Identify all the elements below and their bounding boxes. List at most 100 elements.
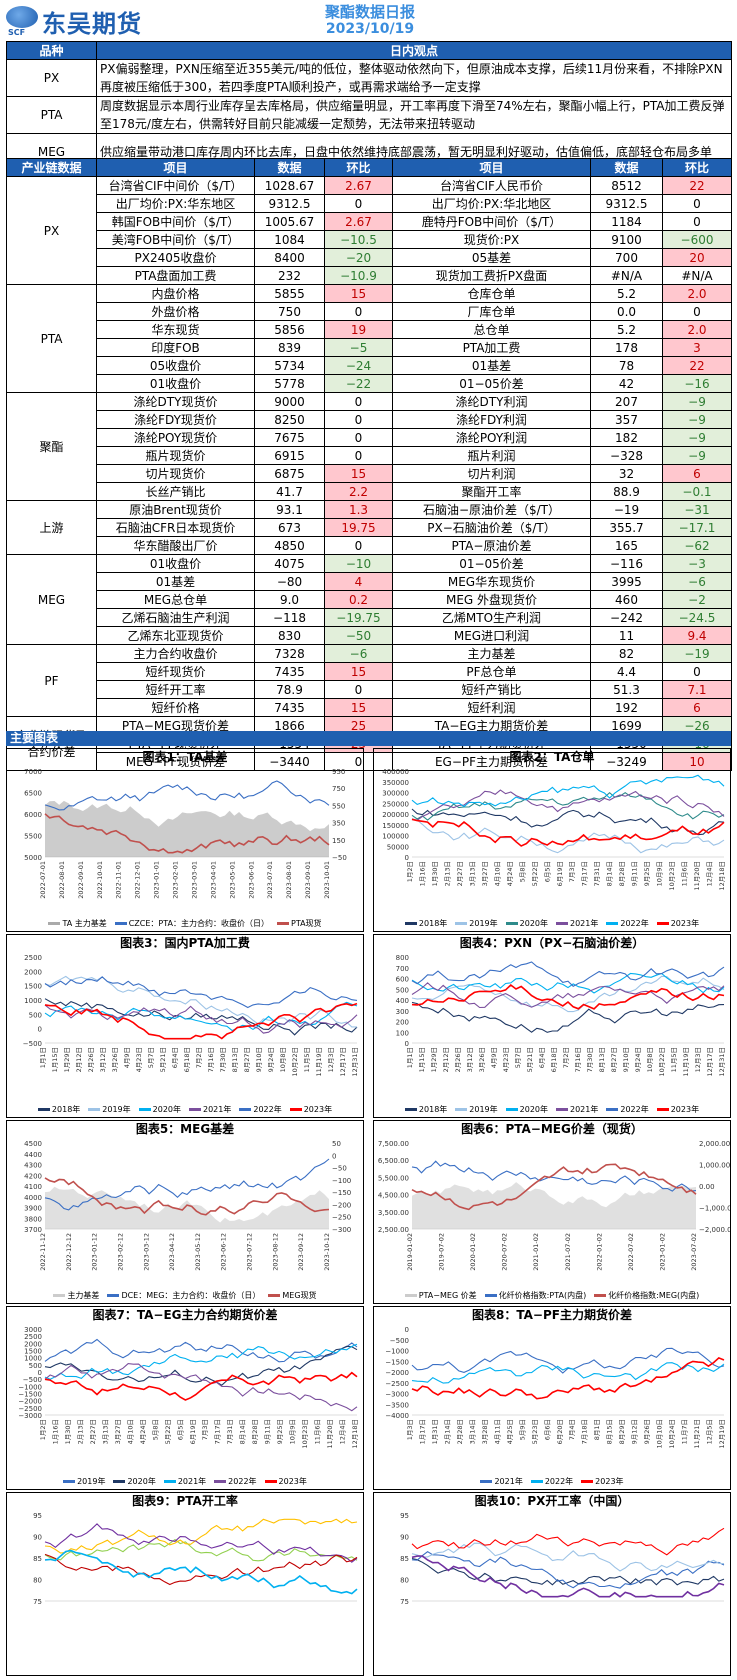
chain-change-right: 22 [662, 356, 732, 375]
y-tick-label: 5,500.00 [378, 1174, 409, 1182]
chain-item-right: 瓶片利润 [392, 446, 591, 465]
views-col-opinion: 日内观点 [96, 41, 732, 60]
legend-swatch [606, 1108, 619, 1111]
legend-swatch [113, 1480, 126, 1483]
x-tick-label: 2023-07-02 [690, 1233, 698, 1271]
chain-group-name: 聚酯 [6, 392, 97, 501]
legend-item: 2020年 [138, 1105, 181, 1114]
x-tick-label: 2023-06-12 [220, 1233, 228, 1271]
y-tick-label: 400 [396, 997, 409, 1005]
x-tick-label: 5月9日 [518, 1419, 526, 1440]
chain-change-left: 2.2 [324, 482, 393, 501]
chain-item-right: TA−EG主力期货价差 [392, 716, 591, 735]
chain-change-right: #N/A [662, 266, 732, 285]
series-line [44, 975, 357, 1028]
chart-legend: 2021年 2022年 2023年 [374, 1476, 730, 1487]
chain-value-left: 1028.67 [254, 176, 325, 195]
chain-change-right: −2 [662, 590, 732, 609]
legend-swatch [114, 922, 127, 925]
y-tick-label: −1500 [18, 1391, 42, 1399]
chain-change-right: 6 [662, 698, 732, 717]
x-tick-label: 2月13日 [443, 861, 451, 886]
y-tick-label: −500 [23, 1040, 42, 1048]
chain-row: 涤纶FDY现货价 8250 0 涤纶FDY利润 357 −9 [7, 410, 732, 429]
chain-item-right: 鹿特丹FOB中间价（$/T） [392, 212, 591, 231]
x-tick-label: 12月3日 [694, 1047, 702, 1072]
y-tick-label: 350000 [382, 779, 409, 787]
x-tick-label: 12月31日 [718, 1047, 726, 1077]
chain-value-left: 4850 [254, 536, 325, 555]
series-line [44, 813, 330, 854]
legend-item: MEG现货 [268, 1291, 317, 1300]
series-line [411, 1555, 725, 1598]
chart-title: 图表4：PXN（PX−石脑油价差） [459, 936, 645, 950]
legend-label: DCE：MEG：主力合约：收盘价（日） [121, 1291, 261, 1300]
chain-item-right: 涤纶POY利润 [392, 428, 591, 447]
chain-value-right: 42 [590, 374, 663, 393]
x-tick-label: 2023-02-12 [116, 1233, 124, 1271]
chain-data-table: 产业链数据 项目 数据 环比 项目 数据 环比 PX 台湾省CIF中间价（$/T） 1028.67… [6, 158, 732, 771]
company-logo: SCF 东吴期货 [6, 4, 166, 38]
x-tick-label: 4月10日 [126, 1419, 134, 1444]
chain-item-right: 01−05价差 [392, 554, 591, 573]
chain-item-right: 仓库仓单 [392, 284, 591, 303]
chain-item-right: PTA加工费 [392, 338, 591, 357]
y-tick-label: 500 [396, 986, 409, 994]
chain-header-2: 数据 [254, 158, 325, 177]
chain-change-right: 2.0 [662, 320, 732, 339]
series-line [411, 1557, 725, 1586]
legend-label: 2021年 [494, 1477, 523, 1486]
y-tick-label: −500 [390, 1337, 409, 1345]
chain-item-left: PTA盘面加工费 [96, 266, 255, 285]
y-tick-label: −3500 [385, 1401, 409, 1409]
x-tick-label: 5月8日 [151, 1419, 159, 1440]
chain-value-left: 5778 [254, 374, 325, 393]
x-tick-label: 11月6日 [681, 861, 689, 886]
chain-item-left: 美湾FOB中间价（$/T） [96, 230, 255, 249]
chart-9: 图表9：PTA开工率 95 90 85 80 75 [6, 1492, 364, 1676]
chain-item-left: 华东醋酸出厂价 [96, 536, 255, 555]
legend-item: 2021年 [480, 1477, 523, 1486]
y-tick-label: 500 [29, 1362, 42, 1370]
chain-change-left: 0 [324, 536, 393, 555]
y-tick-label: 3000 [24, 1326, 42, 1334]
legend-label: 2022年 [228, 1477, 257, 1486]
legend-item: 2021年 [189, 1105, 231, 1114]
legend-swatch [594, 1294, 607, 1297]
x-tick-label: 9月24日 [634, 1047, 642, 1072]
chain-row: MEG−PF现货价差 −3440 0 EG−PF主力期货价差 −3249 10 [7, 752, 732, 771]
chain-item-right: 聚酯开工率 [392, 482, 591, 501]
x-tick-label: 3月12日 [99, 1047, 107, 1072]
legend-item: TA 主力基差 [48, 919, 107, 928]
series-line [44, 998, 358, 1036]
logo-icon [6, 6, 38, 28]
chain-change-right: −26 [662, 716, 732, 735]
x-tick-label: 7月3日 [568, 861, 576, 882]
x-tick-label: 5月22日 [164, 1419, 172, 1444]
y-tick-label: 1000 [24, 997, 42, 1005]
chain-item-left: 01基差 [96, 572, 255, 591]
x-tick-label: 3月12日 [466, 1047, 474, 1072]
views-text: PX偏弱整理，PXN压缩至近355美元/吨的低位，整体驱动依然向下，但原油成本支… [96, 59, 732, 97]
x-tick-label: 4月10日 [493, 861, 501, 886]
series-line [44, 1518, 358, 1554]
chain-value-right: 178 [590, 338, 663, 357]
chain-value-left: −80 [254, 572, 325, 591]
x-tick-label: 2021-01-02 [532, 1233, 540, 1271]
y-tick-label: 80 [400, 1577, 409, 1585]
chain-row: 切片现货价 6875 15 切片利润 32 6 [7, 464, 732, 483]
legend-label: PTA−MEG 价差 [418, 1291, 477, 1300]
y-tick-label: 50000 [387, 843, 409, 851]
chain-value-right: −19 [590, 500, 663, 519]
x-tick-label: 6月6日 [543, 1419, 551, 1440]
chain-item-right: MEG 外盘现货价 [392, 590, 591, 609]
x-tick-label: 6月4日 [171, 1047, 179, 1068]
chain-value-left: 6875 [254, 464, 325, 483]
chain-item-right: 涤纶FDY利润 [392, 410, 591, 429]
legend-item: 2023年 [264, 1477, 307, 1486]
legend-item: 2019年 [455, 919, 498, 928]
x-tick-label: 5月7日 [147, 1047, 155, 1068]
chain-change-left: −50 [324, 626, 393, 645]
legend-item: 2022年 [606, 919, 649, 928]
